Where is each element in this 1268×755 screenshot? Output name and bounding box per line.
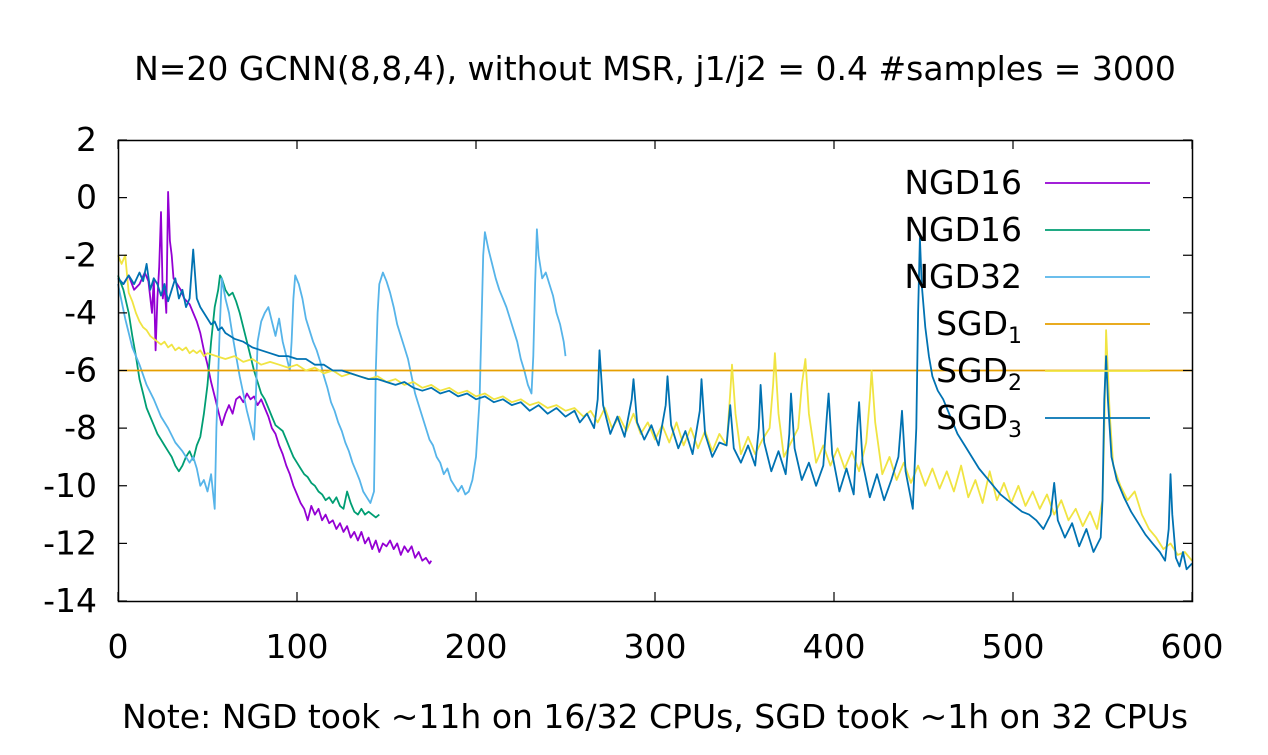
series-line-ngd16-0 [117,191,433,565]
x-tick-label: 0 [108,627,129,666]
legend-label: NGD32 [904,257,1022,296]
y-tick-label: -14 [43,581,97,620]
legend-label: NGD16 [904,163,1022,202]
legend-label-subscript: 2 [1008,371,1022,396]
y-tick-label: 0 [76,178,97,217]
y-tick-label: 2 [76,120,97,159]
x-tick-label: 500 [982,627,1045,666]
series-line-sgd3-5 [117,237,1193,571]
legend-label: NGD16 [904,210,1022,249]
x-tick-label: 400 [803,627,866,666]
legend-label-text: SGD [936,398,1008,437]
x-tick-label: 600 [1161,627,1224,666]
y-tick-label: -4 [64,293,97,332]
y-tick-label: -12 [43,523,97,562]
series-line-ngd16-1 [117,274,380,519]
legend-label-text: SGD [936,351,1008,390]
legend-label-text: NGD32 [904,257,1022,296]
y-axis: 2 0 -2 -4 -6 -8 -10 -12 -14 [43,120,1192,620]
legend-label-text: NGD16 [904,163,1022,202]
series-line-sgd2-4 [117,254,1193,562]
x-tick-label: 200 [445,627,508,666]
legend-label: SGD1 [936,304,1022,349]
y-tick-label: -8 [64,408,97,447]
chart-title: N=20 GCNN(8,8,4), without MSR, j1/j2 = 0… [134,49,1176,88]
x-tick-label: 100 [266,627,329,666]
x-tick-label: 300 [624,627,687,666]
legend-label-text: SGD [936,304,1008,343]
legend-label-text: NGD16 [904,210,1022,249]
legend-label: SGD2 [936,351,1022,396]
chart-note: Note: NGD took ~11h on 16/32 CPUs, SGD t… [122,697,1188,736]
legend-label: SGD3 [936,398,1022,443]
y-tick-label: -10 [43,466,97,505]
series-line-ngd32-2 [117,228,567,510]
legend-label-subscript: 3 [1008,418,1022,443]
y-tick-label: -2 [64,235,97,274]
x-axis: 0 100 200 300 400 500 600 [108,140,1224,666]
plot-lines [117,191,1193,571]
legend-label-subscript: 1 [1008,324,1022,349]
y-tick-label: -6 [64,351,97,390]
